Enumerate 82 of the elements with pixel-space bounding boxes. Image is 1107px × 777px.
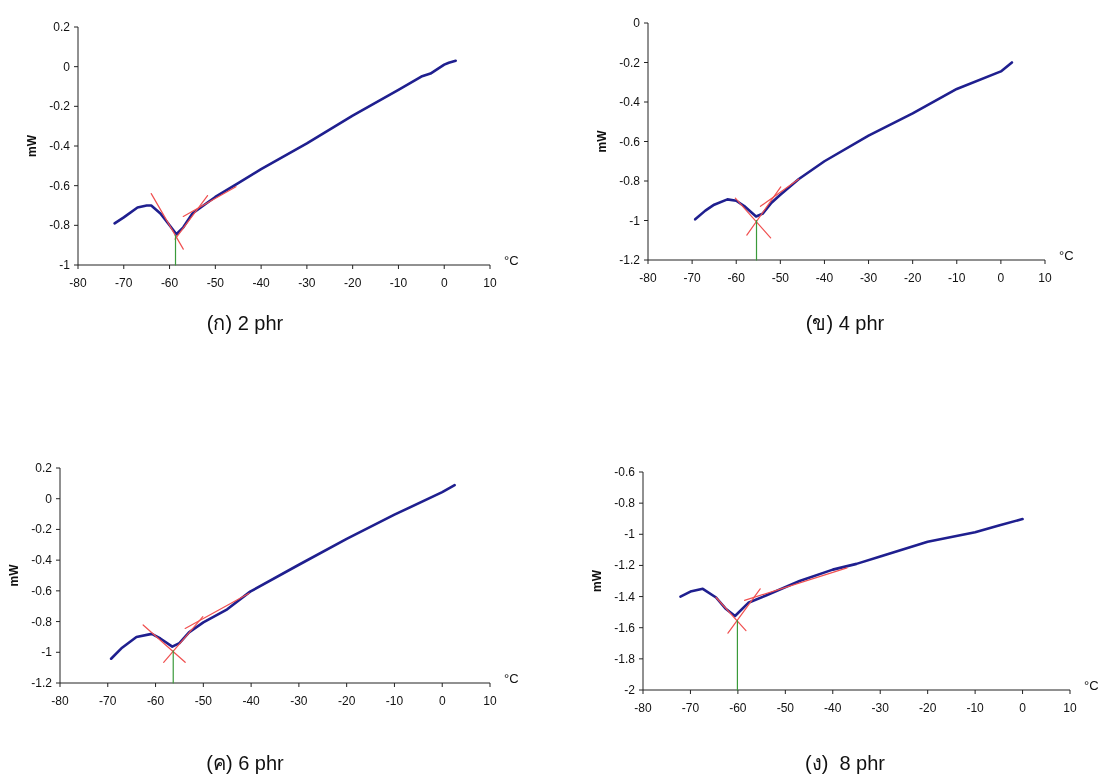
x-tick-label: -80 bbox=[51, 694, 69, 708]
y-tick-label: -2 bbox=[624, 683, 636, 697]
x-tick-label: -60 bbox=[146, 694, 165, 708]
y-tick-label: -1 bbox=[629, 213, 641, 228]
x-tick-label: -20 bbox=[343, 276, 362, 290]
x-tick-label: -70 bbox=[115, 276, 133, 290]
text: (ค) 6 phr bbox=[206, 752, 285, 774]
y-tick-label: 0 bbox=[633, 16, 641, 30]
x-tick-label: -70 bbox=[681, 701, 700, 715]
x-tick-label: -70 bbox=[99, 694, 117, 708]
y-tick-label: -1.2 bbox=[614, 558, 636, 573]
y-tick-label: -0.6 bbox=[614, 465, 636, 479]
x-tick-label: -30 bbox=[298, 276, 316, 290]
x-tick-label: -80 bbox=[634, 701, 652, 715]
x-tick-label: -40 bbox=[815, 271, 834, 285]
x-tick-label: -60 bbox=[729, 701, 747, 715]
y-tick-label: -0.2 bbox=[619, 55, 641, 70]
y-tick-label: -0.8 bbox=[614, 496, 636, 511]
y-axis-title: mW bbox=[595, 129, 609, 153]
x-tick-label: -30 bbox=[871, 701, 890, 715]
x-axis-title: °C bbox=[1059, 248, 1074, 263]
x-tick-label: 10 bbox=[483, 276, 497, 290]
y-tick-label: -0.4 bbox=[619, 95, 641, 109]
x-tick-label: 0 bbox=[438, 694, 446, 708]
x-tick-label: 10 bbox=[1063, 701, 1077, 715]
x-tick-label: -80 bbox=[639, 271, 657, 285]
x-tick-label: -30 bbox=[859, 271, 878, 285]
y-tick-label: -0.4 bbox=[49, 139, 71, 153]
y-tick-label: -0.8 bbox=[49, 218, 71, 233]
y-tick-label: 0 bbox=[63, 59, 71, 74]
y-tick-label: -0.4 bbox=[31, 553, 53, 568]
y-tick-label: -0.6 bbox=[49, 178, 71, 193]
y-tick-label: -1 bbox=[41, 645, 53, 660]
x-tick-label: -80 bbox=[69, 276, 87, 290]
y-tick-label: -1.2 bbox=[619, 253, 641, 267]
x-tick-label: -40 bbox=[252, 276, 271, 290]
x-tick-label: -60 bbox=[727, 271, 746, 285]
x-tick-label: 10 bbox=[483, 694, 497, 708]
x-tick-label: -50 bbox=[771, 271, 790, 285]
y-tick-label: -1.2 bbox=[31, 676, 53, 690]
x-axis-title: °C bbox=[504, 253, 519, 268]
y-tick-label: -0.6 bbox=[619, 134, 641, 149]
x-tick-label: -30 bbox=[290, 694, 308, 708]
x-tick-label: 10 bbox=[1038, 271, 1052, 285]
x-tick-label: -20 bbox=[903, 271, 922, 285]
text: (ง) 8 phr bbox=[804, 752, 886, 774]
y-axis-title: mW bbox=[590, 569, 604, 592]
y-tick-label: 0 bbox=[45, 491, 53, 506]
y-axis-title: mW bbox=[7, 563, 21, 587]
y-tick-label: -0.8 bbox=[31, 614, 53, 629]
x-tick-label: -10 bbox=[948, 271, 966, 285]
x-tick-label: -50 bbox=[194, 694, 213, 708]
y-tick-label: -1 bbox=[59, 258, 71, 272]
x-tick-label: -40 bbox=[824, 701, 842, 715]
x-tick-label: -50 bbox=[776, 701, 795, 715]
x-tick-label: 0 bbox=[440, 276, 448, 290]
text: (ข) 4 phr bbox=[805, 312, 885, 334]
y-tick-label: -0.2 bbox=[31, 522, 53, 537]
x-tick-label: -20 bbox=[337, 694, 356, 708]
y-tick-label: -0.2 bbox=[49, 99, 71, 114]
x-tick-label: 0 bbox=[1019, 701, 1027, 715]
y-tick-label: -1.4 bbox=[614, 589, 636, 604]
x-tick-label: -20 bbox=[918, 701, 937, 715]
x-tick-label: -70 bbox=[683, 271, 702, 285]
x-tick-label: -10 bbox=[966, 701, 985, 715]
x-tick-label: -60 bbox=[160, 276, 179, 290]
x-tick-label: -10 bbox=[389, 276, 408, 290]
y-tick-label: 0.2 bbox=[35, 461, 53, 475]
y-tick-label: -1.6 bbox=[614, 620, 636, 635]
y-tick-label: -0.6 bbox=[31, 583, 53, 598]
y-axis-title: mW bbox=[25, 134, 39, 157]
y-tick-label: 0.2 bbox=[53, 20, 71, 34]
y-tick-label: -1 bbox=[624, 527, 636, 542]
x-axis-title: °C bbox=[1084, 678, 1099, 693]
y-tick-label: -1.8 bbox=[614, 651, 636, 666]
y-tick-label: -0.8 bbox=[619, 174, 641, 188]
x-tick-label: -40 bbox=[242, 694, 261, 708]
x-tick-label: -10 bbox=[385, 694, 404, 708]
x-tick-label: -50 bbox=[206, 276, 225, 290]
x-tick-label: 0 bbox=[997, 271, 1005, 285]
text: (ก) 2 phr bbox=[206, 312, 284, 334]
x-axis-title: °C bbox=[504, 671, 519, 686]
